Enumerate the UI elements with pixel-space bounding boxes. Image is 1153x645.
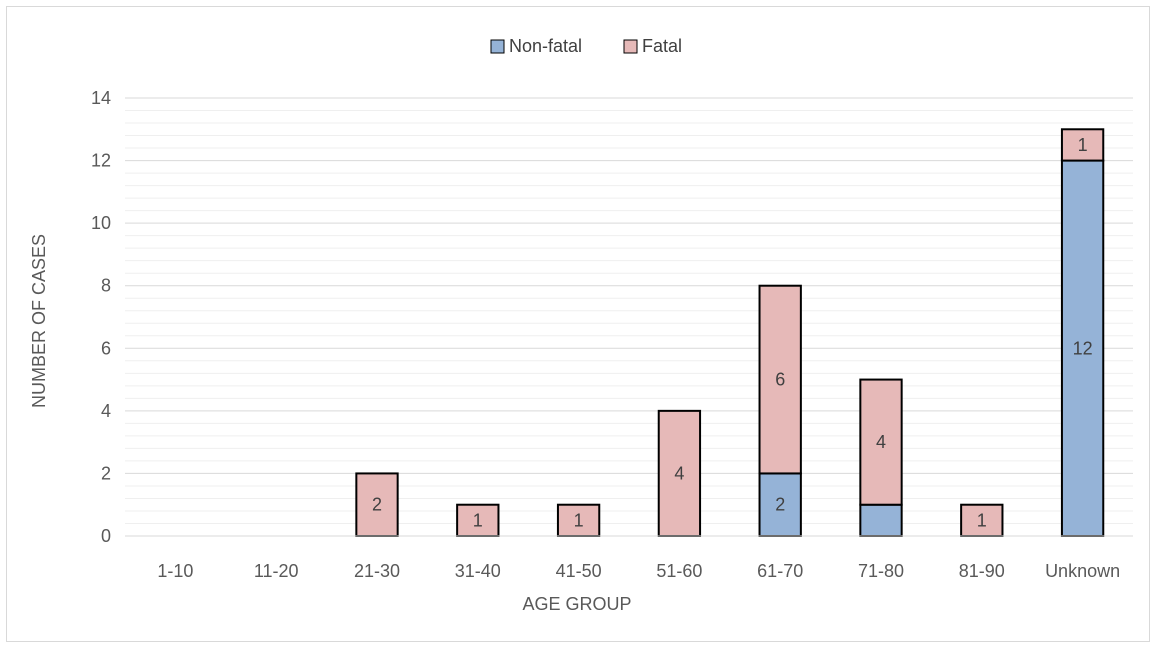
chart-container: 2 1 1 4 2 6 4 1 12 1 0 2 4 6 8 10 12 14 1-10 11-20 21-30 31-… [6,6,1150,642]
y-tick-label: 10 [91,213,111,233]
x-tick-label: Unknown [1045,561,1120,581]
data-label: 1 [574,510,584,530]
bar-fatal-31-40 [456,503,500,538]
x-tick-label: 41-50 [556,561,602,581]
data-label: 2 [372,495,382,515]
data-label: 1 [473,510,483,530]
y-tick-label: 0 [101,526,111,546]
x-tick-label: 61-70 [757,561,803,581]
data-label: 12 [1073,338,1093,358]
bar-fatal-41-50 [556,503,601,538]
bar-non-fatal-71-80 [859,503,903,538]
x-tick-label: 31-40 [455,561,501,581]
bar-fatal-71-80 [859,378,903,506]
x-tick-label: 1-10 [157,561,193,581]
data-label: 6 [775,370,785,390]
y-axis-title: NUMBER OF CASES [29,234,49,408]
data-label: 1 [977,510,987,530]
bar-fatal-unknown [1060,128,1105,162]
y-tick-label: 8 [101,276,111,296]
x-axis-title: AGE GROUP [522,594,631,614]
bars: 2 1 1 4 2 6 4 1 12 1 [355,128,1105,538]
x-tick-label: 81-90 [959,561,1005,581]
bar-fatal-81-90 [960,503,1004,538]
data-label: 4 [674,463,684,483]
data-label: 1 [1078,135,1088,155]
x-tick-label: 11-20 [254,561,299,581]
gridlines [125,97,1133,524]
legend-swatch-fatal [623,39,638,54]
y-tick-label: 4 [101,401,111,421]
x-tick-label: 71-80 [858,561,904,581]
bar-fatal-61-70 [758,284,802,475]
legend-label-non-fatal: Non-fatal [509,36,582,56]
y-tick-label: 2 [101,463,111,483]
bar-non-fatal-unknown [1060,159,1105,537]
y-tick-label: 12 [91,151,111,171]
y-tick-label: 14 [91,88,111,108]
bar-fatal-21-30 [355,472,399,537]
data-label: 4 [876,432,886,452]
legend-swatch-non-fatal [490,39,505,54]
y-tick-label: 6 [101,338,111,358]
x-tick-label: 51-60 [656,561,702,581]
x-tick-label: 21-30 [354,561,400,581]
data-label: 2 [775,495,785,515]
legend: Non-fatal Fatal [490,36,682,56]
legend-label-fatal: Fatal [642,36,682,56]
